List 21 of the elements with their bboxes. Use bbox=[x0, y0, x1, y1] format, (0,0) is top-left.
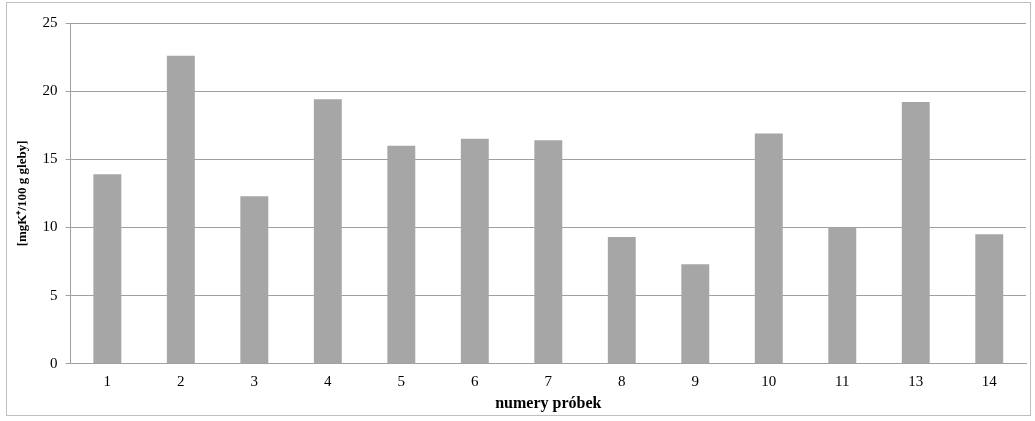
y-axis-title: [mgK⁺/100 g gleby] bbox=[14, 140, 30, 247]
y-tick-label: 0 bbox=[50, 354, 58, 371]
x-tick-label: 3 bbox=[250, 372, 259, 389]
x-axis-title: numery próbek bbox=[495, 393, 602, 412]
x-tick-label: 1 bbox=[103, 372, 112, 389]
x-tick-label: 7 bbox=[544, 372, 553, 389]
x-tick-label: 6 bbox=[471, 372, 480, 389]
y-tick-label: 15 bbox=[42, 150, 58, 167]
x-tick-label: 8 bbox=[618, 372, 626, 389]
y-tick-label: 20 bbox=[42, 82, 58, 99]
x-tick-label: 9 bbox=[691, 372, 700, 389]
y-tick-label: 5 bbox=[50, 286, 58, 303]
x-tick-label: 14 bbox=[981, 372, 998, 389]
x-tick-label: 13 bbox=[908, 372, 924, 389]
x-tick-label: 2 bbox=[177, 372, 185, 389]
x-tick-label: 5 bbox=[397, 372, 406, 389]
x-tick-label: 11 bbox=[835, 372, 850, 389]
y-tick-label: 10 bbox=[42, 218, 58, 235]
y-tick-label: 25 bbox=[42, 13, 58, 30]
x-tick-label: 4 bbox=[324, 372, 333, 389]
x-tick-label: 10 bbox=[761, 372, 777, 389]
